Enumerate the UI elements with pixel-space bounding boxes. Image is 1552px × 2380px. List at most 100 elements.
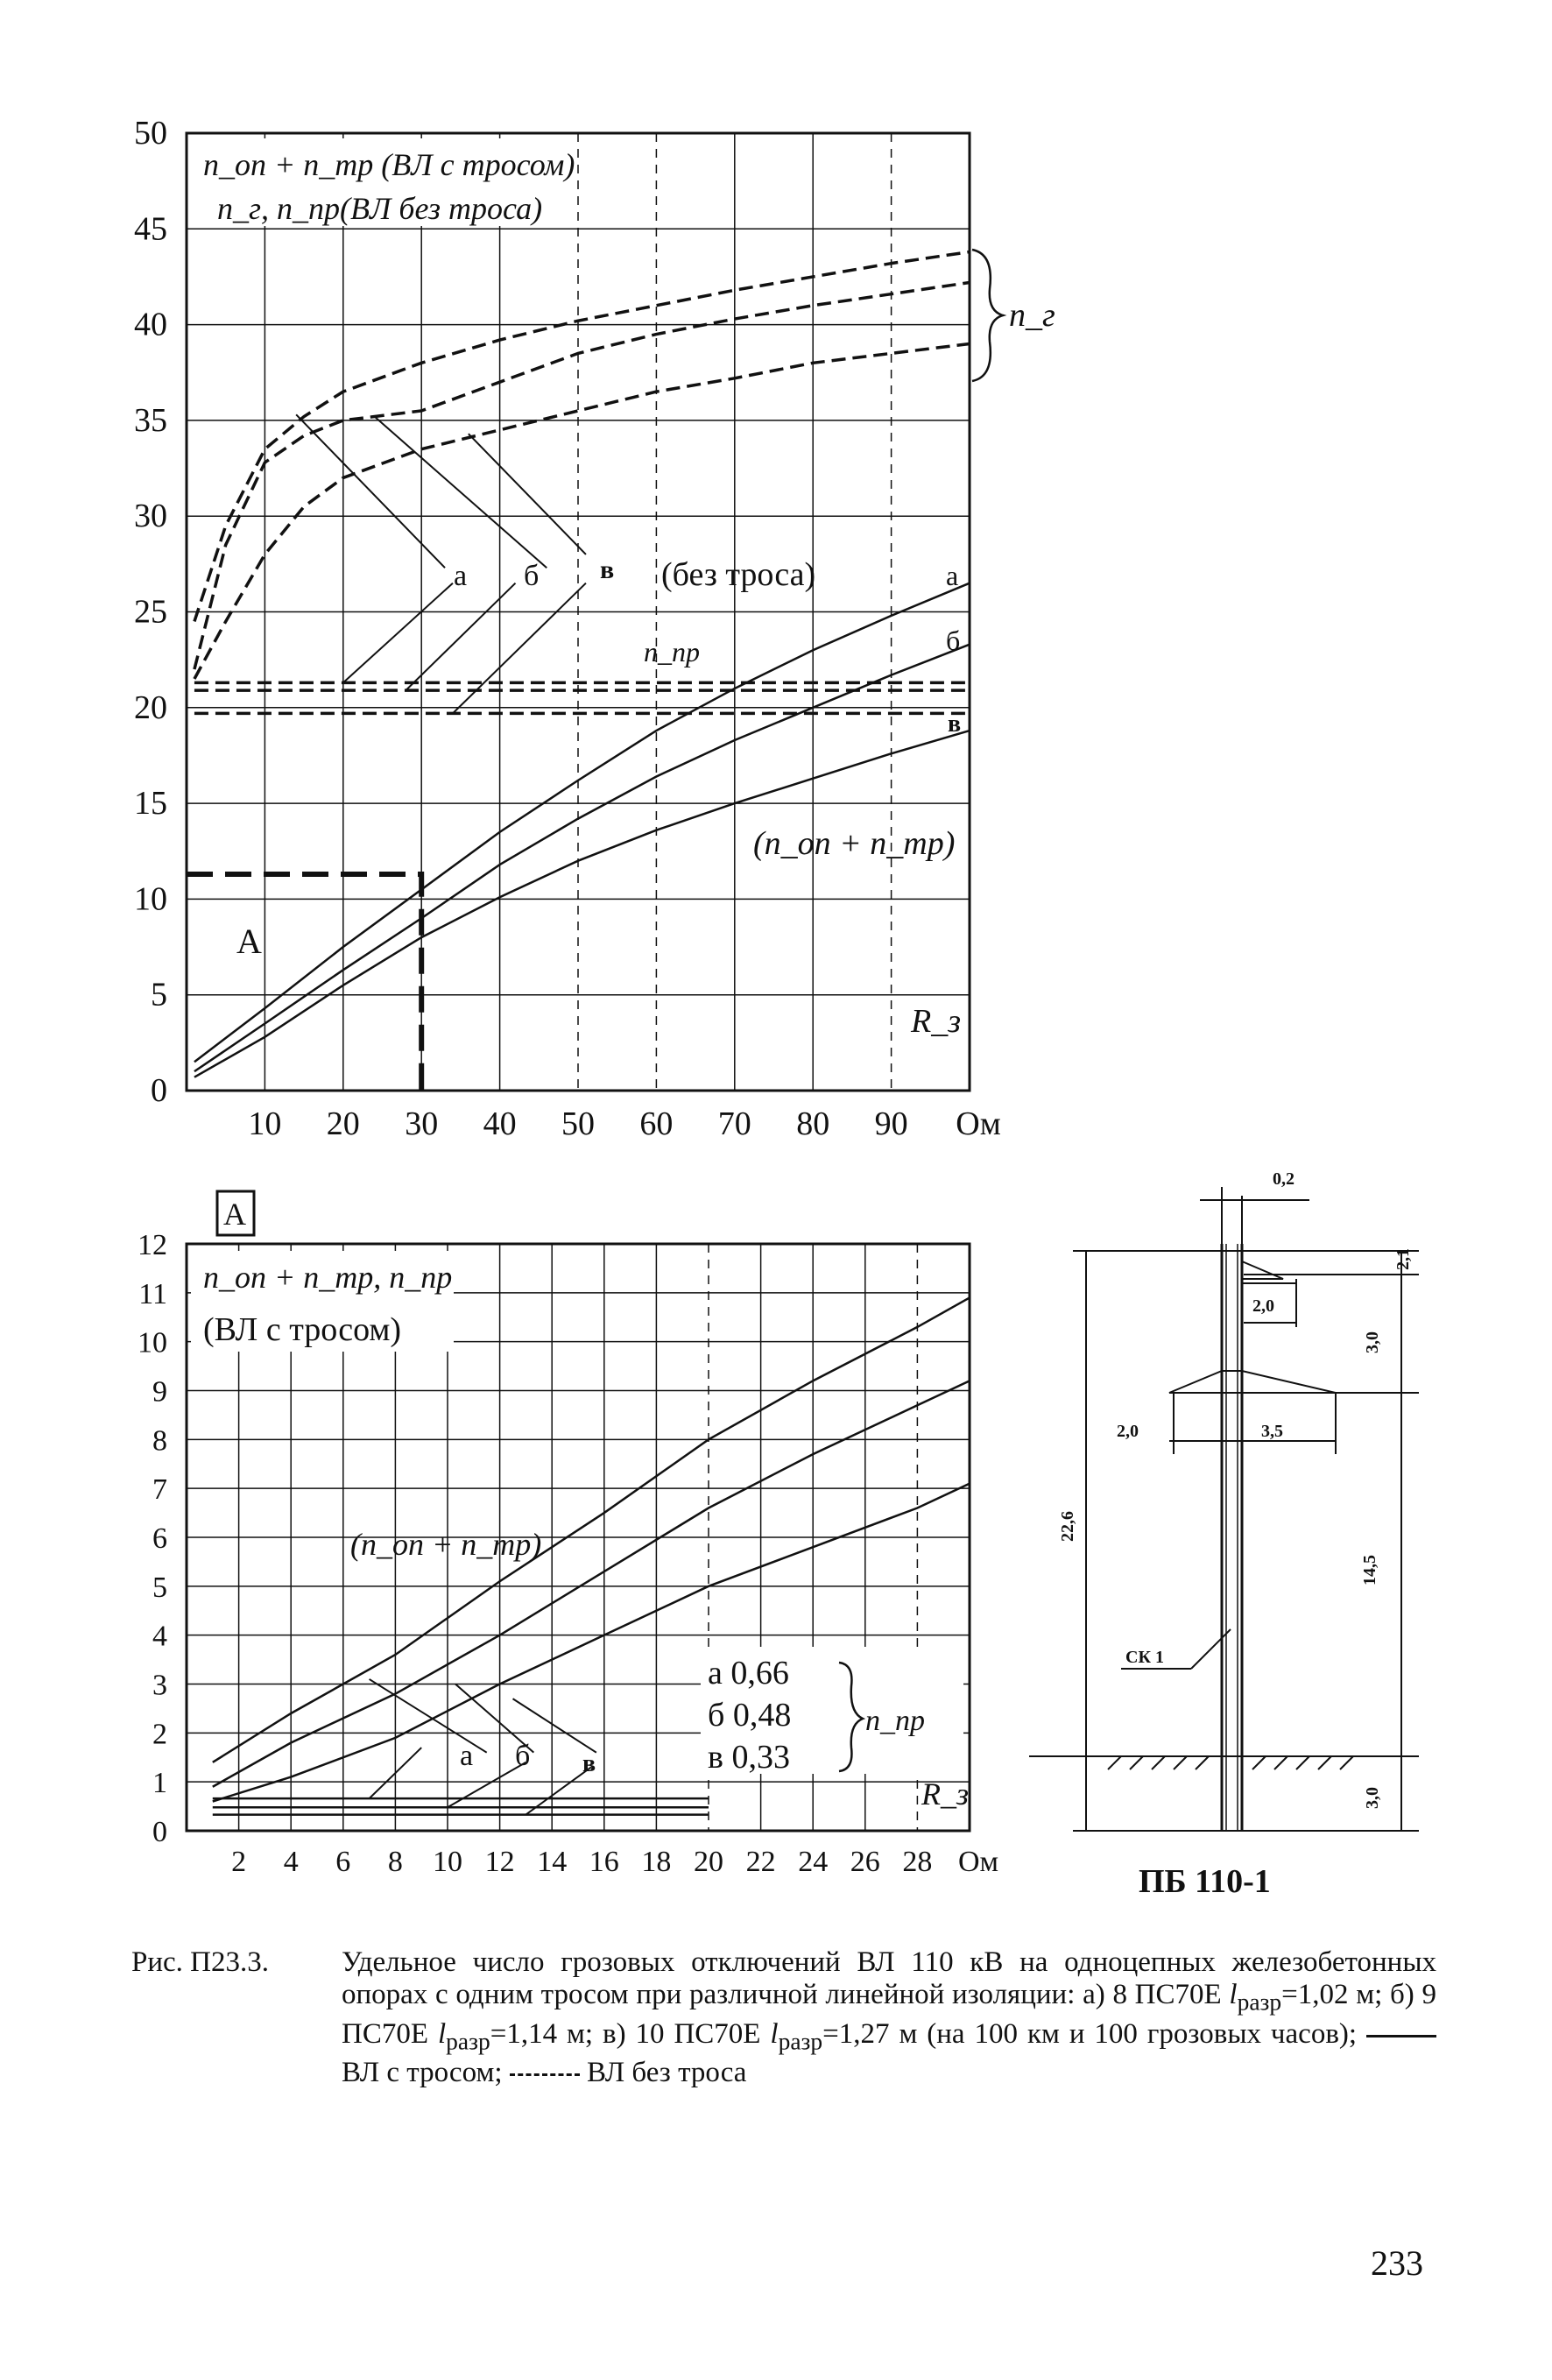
top-series-7 [194,582,970,1063]
drawing-title: ПБ 110-1 [1139,1863,1271,1900]
bottom-label-sum: (n_оп + n_тр) [350,1527,541,1562]
bottom-ytick-label: 11 [138,1278,167,1310]
top-xunit-label: Ом [956,1105,1001,1142]
caption-part-d: =1,27 м (на 100 км и 100 грозовых часов)… [822,2017,1358,2050]
top-label-ng: n_г [1009,297,1055,334]
caption-l-c: l [770,2017,779,2050]
top-frame [185,131,971,1092]
bottom-ytick-label: 6 [152,1522,167,1555]
top-header-line1: n_оп + n_тр (ВЛ с тросом) [203,147,575,182]
top-brace-ng [971,248,1007,383]
bottom-box-a-label: А [223,1197,246,1232]
bottom-xtick-label: 2 [231,1846,246,1878]
caption-label: Рис. П23.3. [131,1946,269,1978]
bottom-series-1 [212,1296,970,1763]
bottom-xtick-label: 4 [284,1846,299,1878]
bottom-xtick-label: 28 [902,1846,932,1878]
legend-dashed-line [509,2073,580,2077]
bottom-xtick-label: 10 [433,1846,462,1878]
figure-caption: Рис. П23.3. Удельное число грозовых откл… [131,1946,1437,2089]
bottom-header-line2: (ВЛ с тросом) [203,1311,401,1348]
caption-l-b: l [437,2017,447,2050]
bottom-xtick-label: 22 [746,1846,776,1878]
bottom-xtick-label: 20 [694,1846,723,1878]
caption-body: Удельное число грозовых отключений ВЛ 11… [342,1946,1437,2089]
bottom-frame [185,1242,971,1833]
top-header-line2: n_г, n_пр(ВЛ без троса) [217,191,542,226]
bottom-ytick-label: 8 [152,1424,167,1457]
marker-sk1: СК 1 [1125,1648,1164,1667]
bottom-ytick-label: 7 [152,1473,167,1506]
top-end-label-b: б [946,625,960,656]
bottom-xtick-label: 18 [641,1846,671,1878]
dim-3-0-upper: 3,0 [1363,1331,1382,1353]
bottom-box-a [215,1190,256,1237]
caption-part-c: =1,14 м; в) 10 ПС70Е [490,2017,771,2050]
top-series-2 [193,280,970,670]
top-xtick-label: 70 [718,1105,751,1142]
top-ytick-label: 35 [134,402,167,439]
bottom-ytick-label: 9 [152,1376,167,1409]
legend-solid-line [1366,2034,1437,2037]
bottom-grid [187,1243,970,1832]
top-xtick-label: 20 [327,1105,360,1142]
top-label-npr: n_пр [644,636,700,667]
dim-22-6: 22,6 [1058,1511,1077,1542]
bottom-series-2 [212,1380,970,1788]
dim-3-5: 3,5 [1261,1422,1283,1441]
top-series-9 [194,729,970,1078]
top-label-b: б [524,560,539,592]
top-xtick-label: 10 [248,1105,281,1142]
bottom-brace-npr [838,1661,866,1773]
top-ytick-label: 10 [134,880,167,917]
dim-2-0-upper: 2,0 [1252,1296,1274,1316]
top-end-label-v: в [948,710,961,738]
top-xtick-label: 80 [796,1105,829,1142]
top-xtick-label: 30 [405,1105,438,1142]
top-ytick-label: 5 [151,977,167,1013]
bottom-label-rz: R_з [921,1776,969,1811]
dim-14-5: 14,5 [1360,1555,1379,1585]
chart-top: 0 5 10 15 20 25 30 35 40 45 50 10 20 30 40 50 60 70 80 90 Ом… [134,115,1055,1142]
top-label-v: в [600,555,614,584]
bottom-values-bg [701,1647,963,1774]
bottom-ytick-label: 2 [152,1718,167,1750]
page-number: 233 [1371,2243,1423,2283]
top-label-rz: R_з [910,1003,961,1040]
top-ytick-label: 45 [134,210,167,247]
top-series-8 [194,643,970,1073]
caption-intro: Удельное число грозовых отключений ВЛ 11… [342,1946,1436,2010]
bottom-ytick-label: 12 [138,1229,167,1261]
top-ytick-label: 25 [134,594,167,631]
bottom-ytick-label: 4 [152,1621,167,1653]
top-ytick-label: 40 [134,307,167,343]
bottom-header-bg [191,1251,454,1352]
bottom-label-v: в [582,1750,596,1777]
top-ytick-label: 15 [134,785,167,822]
bottom-xunit-label: Ом [958,1846,998,1878]
top-end-label-a: а [946,560,958,591]
bottom-xtick-label: 12 [485,1846,515,1878]
bottom-ytick-label: 0 [152,1816,167,1848]
dim-2-1: 2,1 [1393,1248,1413,1270]
top-ytick-label: 50 [134,115,167,152]
caption-l-a: l [1229,1979,1238,2010]
bottom-xtick-label: 26 [850,1846,880,1878]
top-label-region-a: А [236,922,262,961]
top-series-3 [193,342,970,680]
top-series-1 [193,250,970,622]
bottom-label-npr: n_пр [865,1705,925,1737]
bottom-value-1: а 0,66 [708,1655,789,1691]
top-xtick-label: 50 [561,1105,595,1142]
bottom-label-b: б [515,1740,530,1772]
bottom-header-line1: n_оп + n_тр, n_пр [203,1260,452,1295]
dim-2-0-lower: 2,0 [1117,1422,1139,1441]
caption-sub-c: разр [778,2027,823,2055]
bottom-label-a: а [460,1740,473,1772]
caption-sub-b: разр [446,2027,490,2055]
bottom-series-3 [212,1482,970,1803]
legend-solid-label: ВЛ с тросом; [342,2057,503,2089]
top-marker-path [187,871,425,1091]
top-xtick-label: 40 [483,1105,517,1142]
bottom-ytick-label: 1 [152,1767,167,1799]
